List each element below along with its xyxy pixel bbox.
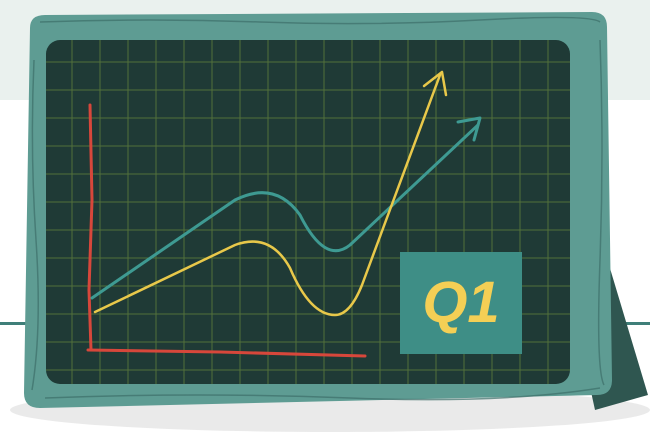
grid-lines xyxy=(46,40,570,384)
yellow-trend-line xyxy=(93,73,442,317)
teal-trend-line xyxy=(90,123,480,300)
yellow-arrow-head xyxy=(422,70,448,97)
y-axis xyxy=(87,103,94,352)
q1-badge xyxy=(400,252,522,354)
teal-arrow-head xyxy=(456,116,482,142)
chart-axes xyxy=(86,103,367,358)
x-axis xyxy=(86,348,367,358)
q1-label: Q1 xyxy=(422,270,499,335)
frame-texture xyxy=(31,16,605,401)
